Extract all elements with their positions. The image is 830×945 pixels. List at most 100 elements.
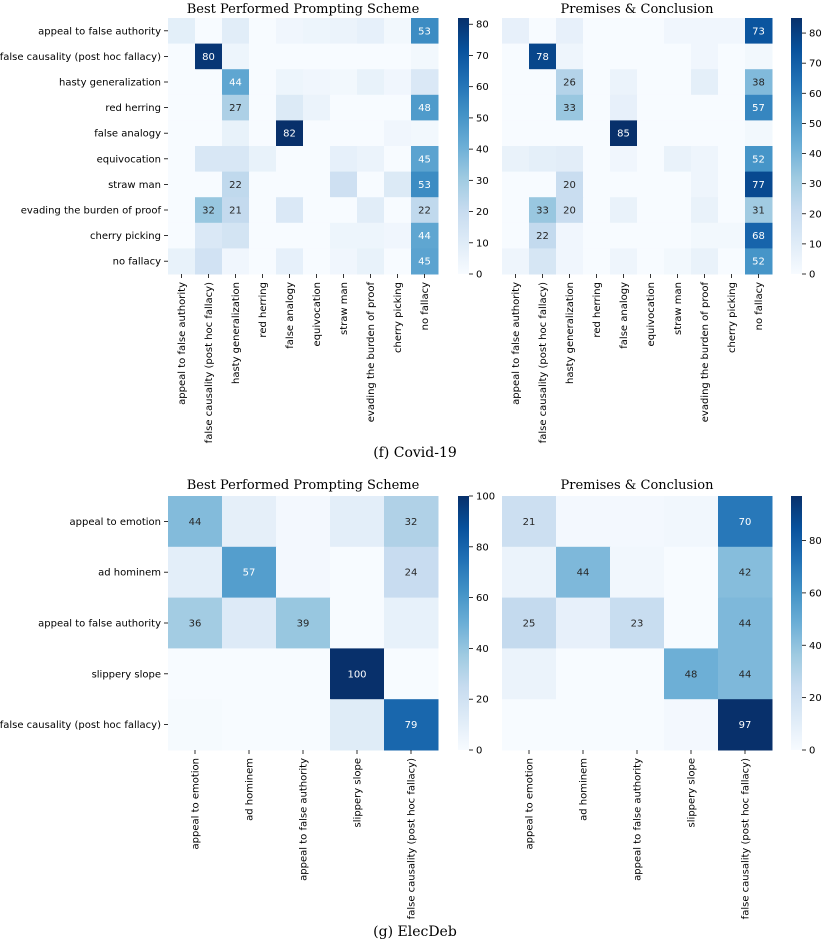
cell-value-label: 70 [739,517,752,528]
cell-value-label: 57 [752,103,765,114]
colorbar-tick-label: 50 [809,119,822,130]
x-tick-label: appeal to false authority [511,282,522,405]
heatmap-cell [330,94,358,121]
heatmap-cell [610,496,665,548]
heatmap-cell [718,546,773,599]
x-tick-label: false causality (post hoc fallacy) [204,282,215,443]
heatmap-cell [502,546,557,599]
heatmap-cell [168,171,196,198]
cell-value-label: 77 [752,180,765,191]
heatmap-cell [718,69,746,96]
heatmap-cell [276,699,331,751]
heatmap-cell [330,546,385,599]
heatmap-cell [411,18,439,45]
heatmap-cell [610,146,638,173]
heatmap-cell [718,94,746,121]
heatmap-cell [583,18,611,45]
heatmap-cell [384,18,412,45]
heatmap-cell [718,648,773,700]
heatmap-cell [556,197,584,224]
heatmap-cell [556,222,584,249]
heatmap-cell [529,171,557,198]
colorbar-tick-label: 60 [476,82,489,93]
heatmap-panel-4: Premises & Conclusion 21 70 44 42 25 23 44 48 44 9… [502,478,822,919]
cell-value-label: 100 [347,669,366,680]
heatmap-cell [411,171,439,198]
heatmap-cell [249,146,277,173]
heatmap-cell [502,248,530,275]
heatmap-cell [583,146,611,173]
heatmap-cell [384,496,439,548]
y-tick-label: appeal to false authority [38,619,161,630]
heatmap-cell [502,222,530,249]
heatmap-cell [691,248,719,275]
heatmap-cell [718,597,773,649]
cell-value-label: 78 [536,52,549,63]
heatmap-cell [502,171,530,198]
cell-value-label: 48 [685,669,698,680]
cell-value-label: 27 [229,103,242,114]
heatmap-cell [276,248,304,275]
heatmap-cell [556,546,611,599]
heatmap-cell [529,18,557,45]
heatmap-cell [556,597,611,649]
x-tick-label: false causality (post hoc fallacy) [407,758,418,919]
heatmap-cell [330,43,358,70]
cell-value-label: 24 [405,568,418,579]
cell-value-label: 22 [536,231,549,242]
heatmap-cell [195,248,223,275]
y-tick-label: false analogy [94,129,161,140]
heatmap-cell [195,94,223,121]
heatmap-cell [583,171,611,198]
heatmap-cell [556,496,611,548]
heatmap-cell [168,120,196,147]
heatmap-cell [637,171,665,198]
heatmap-cell [718,146,746,173]
heatmap-cell [718,197,746,224]
cell-value-label: 38 [752,78,765,89]
heatmap-cell [745,120,773,147]
cell-value-label: 20 [563,180,576,191]
heatmap-cell [637,69,665,96]
heatmap-cell [276,546,331,599]
heatmap-cell [583,248,611,275]
heatmap-cell [745,248,773,275]
x-tick-label: hasty generalization [565,282,576,384]
heatmap-cell [249,18,277,45]
heatmap-cell [384,597,439,649]
colorbar-tick-label: 70 [476,51,489,62]
heatmap-cell [556,120,584,147]
heatmap-cell [583,222,611,249]
heatmap-cell [384,699,439,751]
heatmap-cell [195,18,223,45]
heatmap-cell [330,171,358,198]
colorbar-tick-label: 80 [809,29,822,40]
heatmap-cell [222,120,250,147]
heatmap-cell [664,496,719,548]
x-tick-label: red herring [258,282,269,338]
heatmap-cell [249,43,277,70]
heatmap-cell [357,146,385,173]
y-tick-label: slippery slope [92,669,161,680]
heatmap-cell [303,120,331,147]
panel-title: Premises & Conclusion [561,2,715,17]
heatmap-cell [384,197,412,224]
heatmap-cell [330,496,385,548]
heatmap-cell [664,120,692,147]
heatmap-cell [276,18,304,45]
x-tick-label: ad hominem [579,758,590,821]
heatmap-cell [664,248,692,275]
heatmap-cell [330,120,358,147]
heatmap-cell [168,648,223,700]
cell-value-label: 22 [229,180,242,191]
colorbar [791,18,802,274]
cell-value-label: 32 [405,517,418,528]
heatmap-cell [168,496,223,548]
y-tick-label: no fallacy [113,257,161,268]
heatmap-cell [664,546,719,599]
heatmap-cell [168,43,196,70]
heatmap-cell [529,43,557,70]
heatmap-cell [330,699,385,751]
heatmap-cell [357,69,385,96]
heatmap-cell [745,43,773,70]
